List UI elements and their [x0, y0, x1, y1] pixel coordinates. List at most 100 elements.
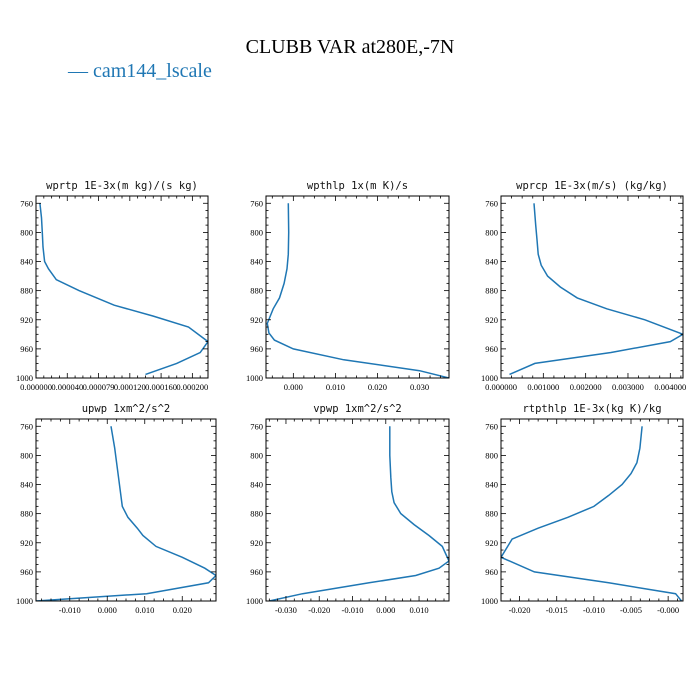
y-tick-label: 880 [485, 286, 498, 296]
x-tick-label: 0.000040 [51, 382, 83, 392]
plot-frame [265, 195, 450, 379]
x-tick-label: -0.010 [59, 605, 81, 615]
panel-4: upwp 1xm^2/s^2 760 800 840 880 920 960 1000 -0.0… [16, 403, 217, 615]
panel-title: vpwp 1xm^2/s^2 [313, 403, 402, 415]
plot-frame [35, 418, 217, 602]
legend-label: cam144_lscale [93, 60, 212, 82]
y-tick-label: 920 [250, 315, 263, 325]
x-tick-label: 0.010 [409, 605, 428, 615]
y-tick-label: 800 [20, 450, 33, 460]
x-tick-label: -0.010 [583, 605, 605, 615]
plot-frame [500, 418, 684, 602]
x-tick-label: -0.020 [509, 605, 531, 615]
y-tick-label: 920 [485, 538, 498, 548]
y-tick-label: 1000 [246, 596, 263, 606]
panel-title: rtpthlp 1E-3x(kg K)/kg [522, 403, 661, 415]
y-tick-label: 840 [20, 480, 33, 490]
panel-title: wprtp 1E-3x(m kg)/(s kg) [46, 180, 198, 192]
panel-6: rtpthlp 1E-3x(kg K)/kg 760 800 840 880 920 960… [481, 403, 684, 615]
y-tick-label: 760 [20, 198, 33, 208]
x-tick-label: 0.000000 [485, 382, 517, 392]
plot-frame [265, 418, 450, 602]
y-tick-label: 1000 [481, 373, 498, 383]
y-tick-label: 880 [250, 509, 263, 519]
series-line [269, 426, 449, 601]
x-tick-label: 0.000160 [145, 382, 177, 392]
y-tick-label: 760 [485, 421, 498, 431]
y-tick-label: 880 [20, 286, 33, 296]
x-tick-label: 0.030 [410, 382, 429, 392]
x-tick-label: 0.002000 [570, 382, 602, 392]
x-tick-label: 0.020 [368, 382, 387, 392]
page-title: CLUBB VAR at280E,-7N [245, 36, 455, 58]
y-tick-label: 800 [485, 450, 498, 460]
panel-title: wpthlp 1x(m K)/s [307, 180, 408, 192]
plot-frame [35, 195, 209, 379]
y-tick-label: 760 [20, 421, 33, 431]
legend: — cam144_lscale [68, 60, 212, 83]
x-tick-label: 0.001000 [527, 382, 559, 392]
legend-line-icon: — [68, 60, 88, 82]
y-tick-label: 840 [250, 480, 263, 490]
x-tick-label: 0.020 [173, 605, 192, 615]
y-tick-label: 800 [250, 450, 263, 460]
y-tick-label: 840 [485, 480, 498, 490]
y-tick-label: 920 [20, 538, 33, 548]
y-tick-label: 960 [250, 344, 263, 354]
series-line [509, 203, 683, 376]
y-tick-label: 840 [20, 257, 33, 267]
x-tick-label: 0.000200 [176, 382, 208, 392]
y-tick-label: 800 [485, 227, 498, 237]
x-tick-label: -0.000 [657, 605, 679, 615]
y-tick-label: 960 [250, 567, 263, 577]
y-tick-label: 1000 [481, 596, 498, 606]
series-line [266, 203, 449, 378]
x-tick-label: 0.000120 [114, 382, 146, 392]
y-tick-label: 920 [485, 315, 498, 325]
y-tick-label: 760 [250, 421, 263, 431]
series-line [39, 203, 208, 376]
y-tick-label: 840 [485, 257, 498, 267]
x-tick-label: 0.010 [135, 605, 154, 615]
x-tick-label: 0.000079 [83, 382, 115, 392]
y-tick-label: 1000 [246, 373, 263, 383]
series-line [36, 426, 216, 601]
y-tick-label: 840 [250, 257, 263, 267]
y-tick-label: 880 [250, 286, 263, 296]
y-tick-label: 760 [485, 198, 498, 208]
y-tick-label: 960 [485, 567, 498, 577]
x-tick-label: 0.003000 [612, 382, 644, 392]
y-tick-label: 760 [250, 198, 263, 208]
x-tick-label: -0.015 [546, 605, 568, 615]
y-tick-label: 960 [20, 567, 33, 577]
y-tick-label: 920 [20, 315, 33, 325]
y-tick-label: 960 [485, 344, 498, 354]
y-tick-label: 960 [20, 344, 33, 354]
x-tick-label: -0.020 [308, 605, 330, 615]
x-tick-label: 0.010 [326, 382, 345, 392]
panel-title: upwp 1xm^2/s^2 [82, 403, 171, 415]
y-tick-label: 880 [20, 509, 33, 519]
panel-3: wprcp 1E-3x(m/s) (kg/kg) 760 800 840 880 920 9… [481, 180, 686, 392]
y-tick-label: 800 [250, 227, 263, 237]
y-tick-label: 800 [20, 227, 33, 237]
x-tick-label: 0.000000 [20, 382, 52, 392]
x-tick-label: 0.004000 [654, 382, 686, 392]
y-tick-label: 1000 [16, 596, 33, 606]
x-tick-label: -0.030 [275, 605, 297, 615]
panel-2: wpthlp 1x(m K)/s 760 800 840 880 920 960 1000 0.… [246, 180, 450, 392]
y-tick-label: 920 [250, 538, 263, 548]
series-line [501, 426, 683, 601]
x-tick-label: 0.000 [284, 382, 303, 392]
y-tick-label: 880 [485, 509, 498, 519]
panel-1: wprtp 1E-3x(m kg)/(s kg) 760 800 840 880 920 9… [16, 180, 209, 392]
y-tick-label: 1000 [16, 373, 33, 383]
x-tick-label: -0.005 [620, 605, 642, 615]
panel-5: vpwp 1xm^2/s^2 760 800 840 880 920 960 1000 -0.0… [246, 403, 450, 615]
x-tick-label: 0.000 [376, 605, 395, 615]
plot-frame [500, 195, 684, 379]
x-tick-label: 0.000 [98, 605, 117, 615]
panel-title: wprcp 1E-3x(m/s) (kg/kg) [516, 180, 668, 192]
x-tick-label: -0.010 [342, 605, 364, 615]
